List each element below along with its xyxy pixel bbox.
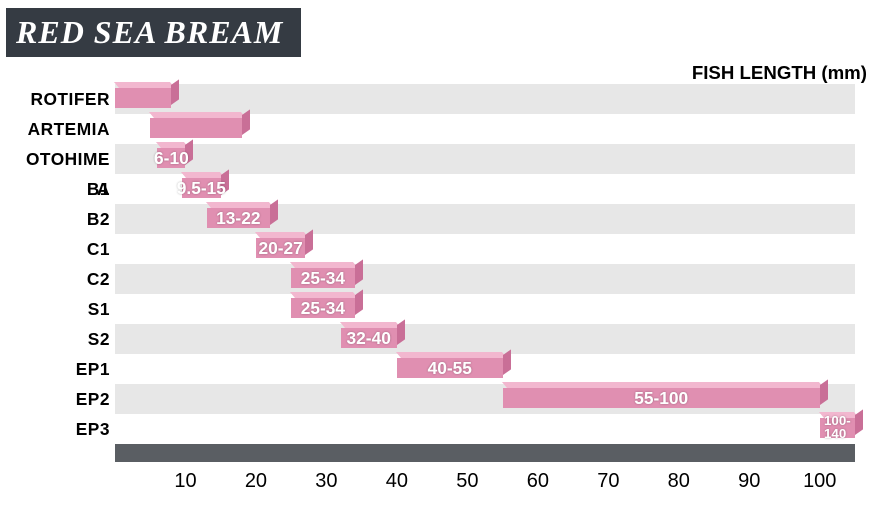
chart-row: 13-22	[115, 204, 855, 234]
bar-front-face: 100- 140	[820, 418, 855, 438]
chart-row: 32-40	[115, 324, 855, 354]
x-tick-label: 50	[447, 470, 487, 493]
row-label: EP1	[20, 354, 110, 384]
row-label: EP3	[20, 414, 110, 444]
bar-front-face: 6-10	[157, 148, 185, 168]
x-tick-label: 30	[306, 470, 346, 493]
x-tick-label: 80	[659, 470, 699, 493]
bar-side-face	[305, 229, 313, 255]
chart-row: 20-27	[115, 234, 855, 264]
feed-bar: 32-40	[341, 328, 397, 348]
row-label: C1	[20, 234, 110, 264]
bar-front-face: 25-34	[291, 298, 354, 318]
chart-row: 25-34	[115, 264, 855, 294]
bar-front-face: 20-27	[256, 238, 305, 258]
chart-row: 9.5-15	[115, 174, 855, 204]
bar-side-face	[270, 199, 278, 225]
feed-bar: 100- 140	[820, 418, 855, 438]
bar-front-face	[150, 118, 242, 138]
row-label: B2	[20, 204, 110, 234]
bar-side-face	[171, 79, 179, 105]
feed-bar: 9.5-15	[182, 178, 221, 198]
bar-side-face	[355, 259, 363, 285]
row-label: ROTIFER	[20, 84, 110, 114]
chart-row: 6-10	[115, 144, 855, 174]
feed-bar: 20-27	[256, 238, 305, 258]
row-label: OTOHIME A	[20, 144, 110, 174]
page-title: RED SEA BREAM	[16, 14, 283, 50]
x-tick-label: 90	[729, 470, 769, 493]
feed-bar: 25-34	[291, 298, 354, 318]
feed-bar	[115, 88, 171, 108]
bar-side-face	[397, 319, 405, 345]
page-title-banner: RED SEA BREAM	[6, 8, 301, 57]
bar-front-face: 25-34	[291, 268, 354, 288]
bar-front-face: 9.5-15	[182, 178, 221, 198]
row-label: S2	[20, 324, 110, 354]
bar-side-face	[242, 109, 250, 135]
x-axis-title: FISH LENGTH (mm)	[692, 62, 867, 84]
feed-bar: 55-100	[503, 388, 820, 408]
bar-side-face	[503, 349, 511, 375]
row-label: EP2	[20, 384, 110, 414]
feeding-chart: 6-10 9.5-15 13-22 20-27 25-34 25-34 32-4040-55…	[20, 84, 870, 464]
x-tick-label: 40	[377, 470, 417, 493]
bar-front-face: 55-100	[503, 388, 820, 408]
x-tick-label: 10	[165, 470, 205, 493]
chart-row: 55-100	[115, 384, 855, 414]
feed-bar: 25-34	[291, 268, 354, 288]
chart-row	[115, 114, 855, 144]
row-label: C2	[20, 264, 110, 294]
row-label: S1	[20, 294, 110, 324]
bar-front-face	[115, 88, 171, 108]
chart-row: 25-34	[115, 294, 855, 324]
row-label: ARTEMIA	[20, 114, 110, 144]
x-tick-label: 20	[236, 470, 276, 493]
chart-row: 100- 140	[115, 414, 855, 444]
x-tick-label: 60	[518, 470, 558, 493]
bar-front-face: 32-40	[341, 328, 397, 348]
plot-background: 6-10 9.5-15 13-22 20-27 25-34 25-34 32-4040-55…	[115, 84, 855, 444]
x-tick-label: 70	[588, 470, 628, 493]
x-tick-label: 100	[800, 470, 840, 493]
plot-base	[115, 444, 855, 462]
feed-bar	[150, 118, 242, 138]
bar-front-face: 40-55	[397, 358, 503, 378]
bar-front-face: 13-22	[207, 208, 270, 228]
row-label: B1	[20, 174, 110, 204]
chart-row	[115, 84, 855, 114]
feed-bar: 13-22	[207, 208, 270, 228]
feed-bar: 40-55	[397, 358, 503, 378]
bar-side-face	[820, 379, 828, 405]
chart-row: 40-55	[115, 354, 855, 384]
bar-side-face	[855, 409, 863, 435]
bar-side-face	[355, 289, 363, 315]
feed-bar: 6-10	[157, 148, 185, 168]
